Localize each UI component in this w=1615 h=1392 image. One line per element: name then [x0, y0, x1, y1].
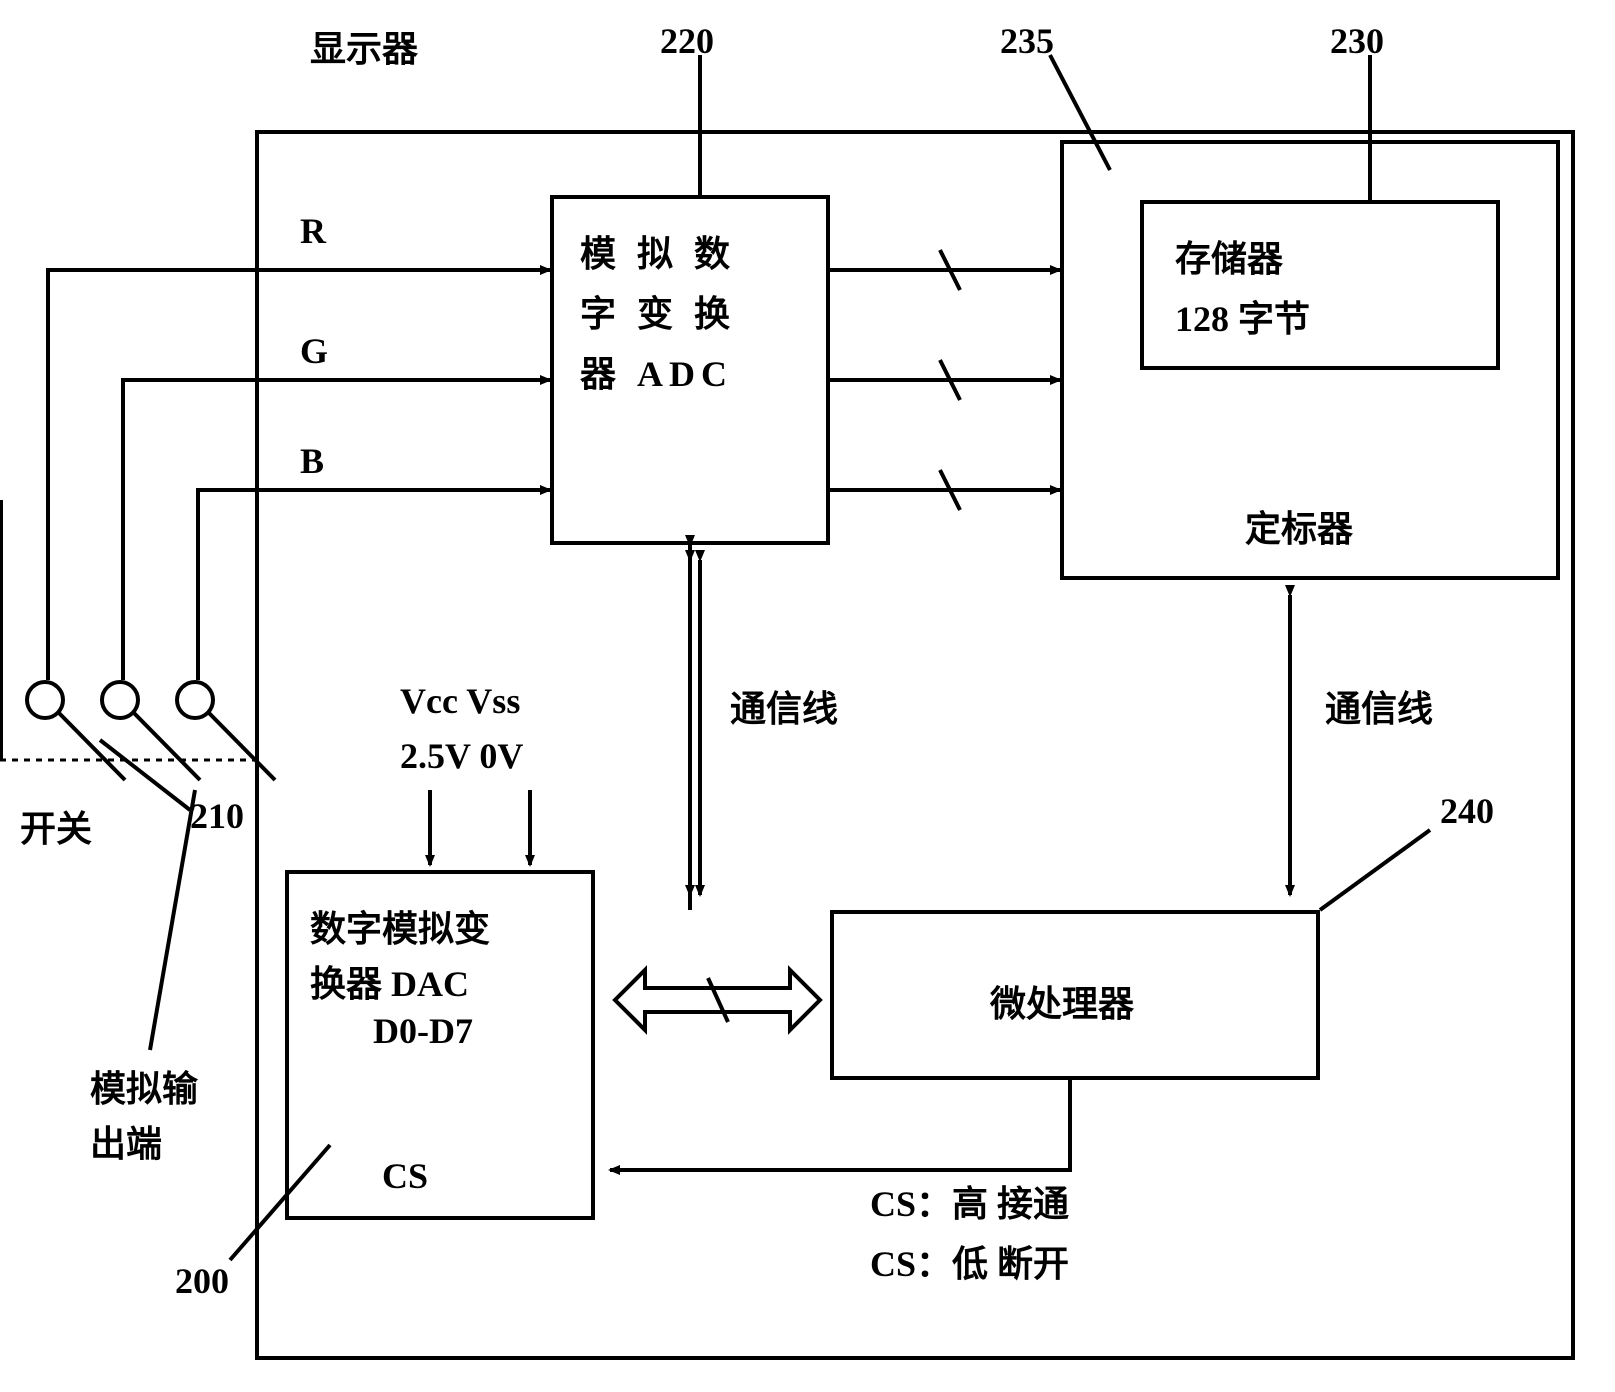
- dac-line5: CS: [310, 1155, 428, 1197]
- vcc-vss-line2: 2.5V 0V: [400, 735, 523, 777]
- comm-line-1: 通信线: [730, 680, 838, 732]
- cs-high: CS：高 接通: [870, 1175, 1069, 1227]
- ref-240: 240: [1440, 790, 1494, 832]
- ref-200: 200: [175, 1260, 229, 1302]
- ref-230: 230: [1330, 20, 1384, 62]
- micro-label: 微处理器: [990, 975, 1134, 1027]
- dac-line3: D0-D7: [310, 1010, 473, 1052]
- comm-line-2: 通信线: [1325, 680, 1433, 732]
- dac-line2: 换器 DAC: [310, 955, 469, 1007]
- adc-line1: 模 拟 数: [580, 225, 736, 277]
- display-label: 显示器: [310, 20, 418, 72]
- label-b: B: [300, 440, 324, 482]
- adc-line3: 器 ADC: [580, 345, 733, 397]
- memory-line2: 128 字节: [1175, 290, 1310, 342]
- label-r: R: [300, 210, 326, 252]
- switch-label: 开关: [20, 800, 92, 852]
- dac-line1: 数字模拟变: [310, 900, 490, 952]
- ref-235: 235: [1000, 20, 1054, 62]
- analog-out-2: 出端: [90, 1115, 162, 1167]
- memory-box: [1140, 200, 1500, 370]
- label-g: G: [300, 330, 328, 372]
- scaler-caption: 定标器: [1245, 500, 1353, 552]
- ref-220: 220: [660, 20, 714, 62]
- adc-line2: 字 变 换: [580, 285, 736, 337]
- cs-low: CS：低 断开: [870, 1235, 1069, 1287]
- vcc-vss-line1: Vcc Vss: [400, 680, 520, 722]
- analog-out-1: 模拟输: [90, 1060, 198, 1112]
- memory-line1: 存储器: [1175, 230, 1283, 282]
- ref-210: 210: [190, 795, 244, 837]
